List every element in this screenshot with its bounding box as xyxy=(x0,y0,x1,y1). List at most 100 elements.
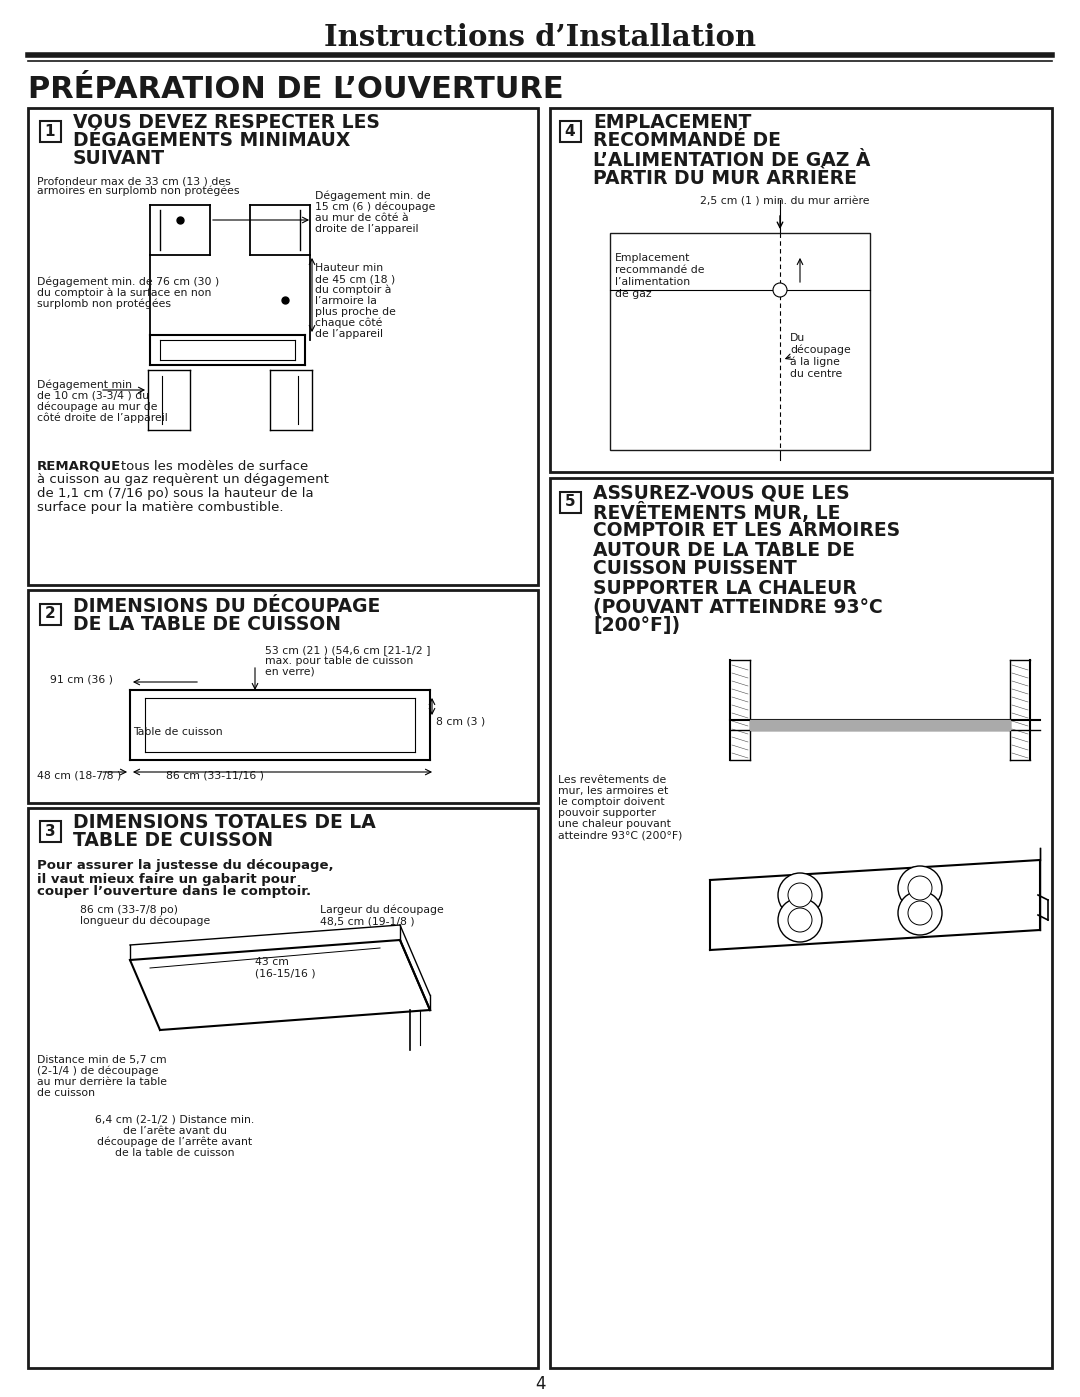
Text: VOUS DEVEZ RESPECTER LES: VOUS DEVEZ RESPECTER LES xyxy=(73,113,380,131)
Text: au mur derrière la table: au mur derrière la table xyxy=(37,1077,167,1087)
Text: á la ligne: á la ligne xyxy=(789,356,840,367)
Bar xyxy=(559,120,581,141)
Text: 43 cm: 43 cm xyxy=(255,957,288,967)
Circle shape xyxy=(778,898,822,942)
Text: armoires en surplomb non protégées: armoires en surplomb non protégées xyxy=(37,186,240,196)
Text: AUTOUR DE LA TABLE DE: AUTOUR DE LA TABLE DE xyxy=(593,541,855,560)
Text: Emplacement: Emplacement xyxy=(615,253,690,263)
Circle shape xyxy=(897,891,942,935)
Text: de 10 cm (3-3/4 ) du: de 10 cm (3-3/4 ) du xyxy=(37,391,149,401)
Text: (16-15/16 ): (16-15/16 ) xyxy=(255,968,315,978)
Text: 8 cm (3 ): 8 cm (3 ) xyxy=(436,717,485,726)
Text: atteindre 93°C (200°F): atteindre 93°C (200°F) xyxy=(558,830,683,840)
Text: PRÉPARATION DE L’OUVERTURE: PRÉPARATION DE L’OUVERTURE xyxy=(28,75,564,105)
Text: côté droite de l’appareil: côté droite de l’appareil xyxy=(37,412,167,423)
Text: REVÊTEMENTS MUR, LE: REVÊTEMENTS MUR, LE xyxy=(593,502,840,522)
Text: Dégagement min: Dégagement min xyxy=(37,380,132,390)
Circle shape xyxy=(897,866,942,909)
Text: Profondeur max de 33 cm (13 ) des: Profondeur max de 33 cm (13 ) des xyxy=(37,176,231,186)
Bar xyxy=(40,820,60,841)
Text: à cuisson au gaz requèrent un dégagement: à cuisson au gaz requèrent un dégagement xyxy=(37,474,329,486)
Bar xyxy=(550,108,1052,472)
Text: découpage: découpage xyxy=(789,345,851,355)
Text: [200°F]): [200°F]) xyxy=(593,616,680,636)
Text: 2: 2 xyxy=(44,606,55,622)
Text: Les revêtements de: Les revêtements de xyxy=(558,775,666,785)
Text: 3: 3 xyxy=(44,823,55,838)
Text: au mur de côté à: au mur de côté à xyxy=(315,212,408,224)
Text: SUPPORTER LA CHALEUR: SUPPORTER LA CHALEUR xyxy=(593,578,856,598)
Text: découpage de l’arrête avant: découpage de l’arrête avant xyxy=(97,1137,253,1147)
Circle shape xyxy=(908,901,932,925)
Circle shape xyxy=(788,883,812,907)
Text: : tous les modèles de surface: : tous les modèles de surface xyxy=(108,460,308,472)
Text: de l’appareil: de l’appareil xyxy=(315,330,383,339)
Text: 48 cm (18-7/8 ): 48 cm (18-7/8 ) xyxy=(37,770,121,780)
Text: DIMENSIONS TOTALES DE LA: DIMENSIONS TOTALES DE LA xyxy=(73,813,376,833)
Text: RECOMMANDÉ DE: RECOMMANDÉ DE xyxy=(593,131,781,151)
Text: Largeur du découpage: Largeur du découpage xyxy=(320,905,444,915)
Text: DÉGAGEMENTS MINIMAUX: DÉGAGEMENTS MINIMAUX xyxy=(73,130,350,149)
Bar xyxy=(28,108,538,585)
Text: de gaz: de gaz xyxy=(615,289,651,299)
Circle shape xyxy=(778,873,822,916)
Text: SUIVANT: SUIVANT xyxy=(73,148,165,168)
Text: DIMENSIONS DU DÉCOUPAGE: DIMENSIONS DU DÉCOUPAGE xyxy=(73,597,380,616)
Text: une chaleur pouvant: une chaleur pouvant xyxy=(558,819,671,828)
Text: L’ALIMENTATION DE GAZ À: L’ALIMENTATION DE GAZ À xyxy=(593,151,870,169)
Text: 4: 4 xyxy=(535,1375,545,1393)
Text: droite de l’appareil: droite de l’appareil xyxy=(315,224,419,235)
Text: (2-1/4 ) de découpage: (2-1/4 ) de découpage xyxy=(37,1066,159,1076)
Text: 53 cm (21 ) (54,6 cm [21-1/2 ]: 53 cm (21 ) (54,6 cm [21-1/2 ] xyxy=(265,645,431,655)
Text: (POUVANT ATTEINDRE 93°C: (POUVANT ATTEINDRE 93°C xyxy=(593,598,882,616)
Bar xyxy=(559,492,581,513)
Text: mur, les armoires et: mur, les armoires et xyxy=(558,787,669,796)
Text: TABLE DE CUISSON: TABLE DE CUISSON xyxy=(73,831,273,851)
Text: 4: 4 xyxy=(565,123,576,138)
Text: du comptoir à: du comptoir à xyxy=(315,285,391,295)
Circle shape xyxy=(908,876,932,900)
Text: Dégagement min. de: Dégagement min. de xyxy=(315,191,431,201)
Text: découpage au mur de: découpage au mur de xyxy=(37,402,158,412)
Bar xyxy=(28,807,538,1368)
Text: de la table de cuisson: de la table de cuisson xyxy=(116,1148,234,1158)
Text: de l’arête avant du: de l’arête avant du xyxy=(123,1126,227,1136)
Bar xyxy=(550,478,1052,1368)
Text: Table de cuisson: Table de cuisson xyxy=(133,726,222,738)
Text: de 1,1 cm (7/16 po) sous la hauteur de la: de 1,1 cm (7/16 po) sous la hauteur de l… xyxy=(37,488,313,500)
Text: 15 cm (6 ) découpage: 15 cm (6 ) découpage xyxy=(315,201,435,212)
Text: Dégagement min. de 76 cm (30 ): Dégagement min. de 76 cm (30 ) xyxy=(37,277,219,288)
Text: surplomb non protégées: surplomb non protégées xyxy=(37,299,171,309)
Text: recommandé de: recommandé de xyxy=(615,265,704,275)
Bar xyxy=(40,604,60,624)
Text: surface pour la matière combustible.: surface pour la matière combustible. xyxy=(37,502,283,514)
Text: chaque côté: chaque côté xyxy=(315,317,382,328)
Text: ASSUREZ-VOUS QUE LES: ASSUREZ-VOUS QUE LES xyxy=(593,483,850,503)
Bar xyxy=(28,590,538,803)
Text: 91 cm (36 ): 91 cm (36 ) xyxy=(50,675,113,685)
Text: du centre: du centre xyxy=(789,369,842,379)
Text: en verre): en verre) xyxy=(265,666,314,678)
Text: Hauteur min: Hauteur min xyxy=(315,263,383,272)
Text: longueur du découpage: longueur du découpage xyxy=(80,916,211,926)
Text: max. pour table de cuisson: max. pour table de cuisson xyxy=(265,657,414,666)
Text: REMARQUE: REMARQUE xyxy=(37,460,121,472)
Text: couper l’ouverture dans le comptoir.: couper l’ouverture dans le comptoir. xyxy=(37,886,311,898)
Text: 1: 1 xyxy=(44,123,55,138)
Text: il vaut mieux faire un gabarit pour: il vaut mieux faire un gabarit pour xyxy=(37,873,296,886)
Text: 2,5 cm (1 ) min. du mur arrière: 2,5 cm (1 ) min. du mur arrière xyxy=(700,197,869,207)
Text: Distance min de 5,7 cm: Distance min de 5,7 cm xyxy=(37,1055,166,1065)
Text: EMPLACEMENT: EMPLACEMENT xyxy=(593,113,752,131)
Circle shape xyxy=(788,908,812,932)
Text: COMPTOIR ET LES ARMOIRES: COMPTOIR ET LES ARMOIRES xyxy=(593,521,900,541)
Text: 5: 5 xyxy=(565,495,576,510)
Text: pouvoir supporter: pouvoir supporter xyxy=(558,807,656,819)
Text: Pour assurer la justesse du découpage,: Pour assurer la justesse du découpage, xyxy=(37,859,334,873)
Text: 48,5 cm (19-1/8 ): 48,5 cm (19-1/8 ) xyxy=(320,916,415,926)
Text: 86 cm (33-11/16 ): 86 cm (33-11/16 ) xyxy=(166,770,264,780)
Text: PARTIR DU MUR ARRIÈRE: PARTIR DU MUR ARRIÈRE xyxy=(593,169,856,189)
Text: CUISSON PUISSENT: CUISSON PUISSENT xyxy=(593,560,797,578)
Text: l’alimentation: l’alimentation xyxy=(615,277,690,286)
Text: l’armoire la: l’armoire la xyxy=(315,296,377,306)
Bar xyxy=(610,233,870,450)
